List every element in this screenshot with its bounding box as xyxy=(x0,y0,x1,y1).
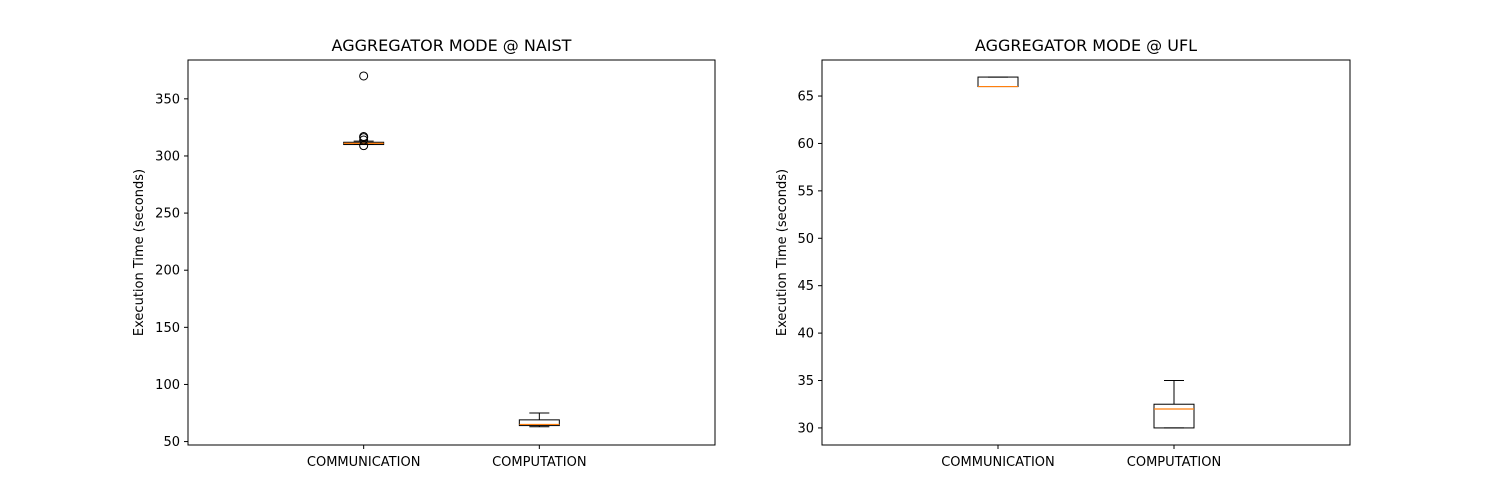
y-tick-label: 100 xyxy=(155,378,180,393)
x-ticks-naist: COMMUNICATION COMPUTATION xyxy=(307,445,587,470)
y-tick-label: 200 xyxy=(155,264,180,279)
box-iqr xyxy=(977,76,1019,88)
y-axis-label-ufl: Execution Time (seconds) xyxy=(775,169,790,336)
box-computation xyxy=(1153,380,1195,429)
y-tick-label: 300 xyxy=(155,149,180,164)
flier-point xyxy=(359,135,369,145)
y-tick-label: 30 xyxy=(797,421,814,436)
y-ticks-ufl: 30 35 40 45 50 55 60 65 xyxy=(797,90,822,436)
plot-frame-ufl xyxy=(821,59,1351,446)
chart-title-ufl: AGGREGATOR MODE @ UFL xyxy=(975,36,1197,55)
y-axis-label-naist: Execution Time (seconds) xyxy=(132,169,147,336)
box-computation xyxy=(518,412,560,428)
y-tick-label: 50 xyxy=(797,232,814,247)
y-tick-label: 35 xyxy=(797,374,814,389)
x-tick-label: COMPUTATION xyxy=(492,455,586,470)
chart-title-naist: AGGREGATOR MODE @ NAIST xyxy=(332,36,572,55)
x-ticks-ufl: COMMUNICATION COMPUTATION xyxy=(941,445,1221,470)
y-tick-label: 45 xyxy=(797,279,814,294)
y-tick-label: 60 xyxy=(797,137,814,152)
y-tick-label: 50 xyxy=(163,435,180,450)
y-tick-label: 150 xyxy=(155,321,180,336)
y-tick-label: 350 xyxy=(155,92,180,107)
boxes-ufl xyxy=(977,76,1195,429)
box-communication xyxy=(343,71,385,151)
plot-frame-naist xyxy=(187,59,716,446)
flier-point xyxy=(359,71,369,81)
x-tick-label: COMMUNICATION xyxy=(307,455,421,470)
boxes-naist xyxy=(343,71,560,428)
box-iqr xyxy=(518,419,560,427)
flier-point xyxy=(359,141,369,151)
chart-ufl: AGGREGATOR MODE @ UFL Execution Time (se… xyxy=(775,36,1351,470)
x-tick-label: COMPUTATION xyxy=(1127,455,1221,470)
chart-naist: AGGREGATOR MODE @ NAIST Execution Time (… xyxy=(132,36,716,470)
y-tick-label: 40 xyxy=(797,327,814,342)
y-tick-label: 250 xyxy=(155,207,180,222)
x-tick-label: COMMUNICATION xyxy=(941,455,1055,470)
y-tick-label: 65 xyxy=(797,90,814,105)
y-ticks-naist: 50 100 150 200 250 300 350 xyxy=(155,92,188,450)
box-iqr xyxy=(1153,403,1195,429)
y-tick-label: 55 xyxy=(797,184,814,199)
box-communication xyxy=(977,76,1019,88)
